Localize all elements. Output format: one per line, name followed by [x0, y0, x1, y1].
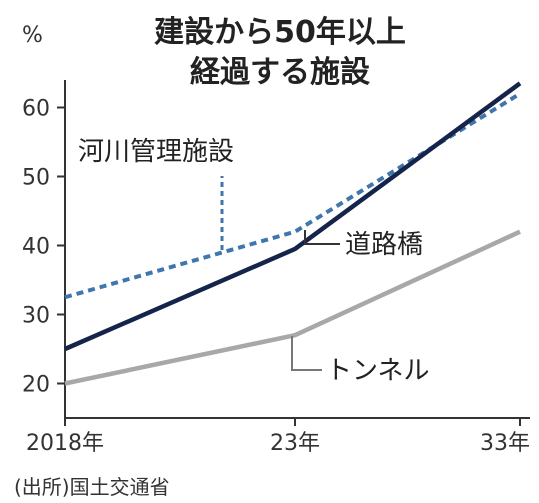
x-tick-label: 23年 — [270, 431, 320, 456]
x-ticks: 2018年 23年 33年 — [26, 418, 530, 456]
series-label-river: 河川管理施設 — [78, 137, 234, 167]
chart-title-line-1: 建設から50年以上 — [154, 15, 406, 50]
y-tick-label: 60 — [22, 97, 50, 122]
series-lines — [64, 81, 522, 386]
label-group-tunnel: トンネル — [291, 336, 429, 386]
x-tick-label: 33年 — [480, 431, 530, 456]
y-tick-label: 50 — [22, 166, 50, 191]
series-line-bridge — [64, 81, 522, 352]
series-line-river — [64, 91, 522, 300]
y-tick-label: 30 — [22, 304, 50, 329]
series-label-bridge: 道路橋 — [345, 230, 423, 260]
leader-line-tunnel — [291, 336, 322, 371]
leader-line-bridge — [304, 230, 340, 245]
chart-title-line-2: 経過する施設 — [190, 55, 370, 90]
series-label-tunnel: トンネル — [326, 356, 429, 386]
y-axis-unit: % — [22, 23, 43, 48]
series-line-tunnel — [64, 229, 521, 386]
y-tick-label: 40 — [22, 235, 50, 260]
y-tick-label: 20 — [22, 373, 50, 398]
x-tick-label: 2018年 — [26, 431, 104, 456]
label-group-river: 河川管理施設 — [78, 137, 234, 250]
label-group-bridge: 道路橋 — [304, 230, 423, 260]
source-note: (出所)国土交通省 — [14, 475, 170, 499]
y-ticks: 20 30 40 50 60 — [22, 97, 65, 398]
